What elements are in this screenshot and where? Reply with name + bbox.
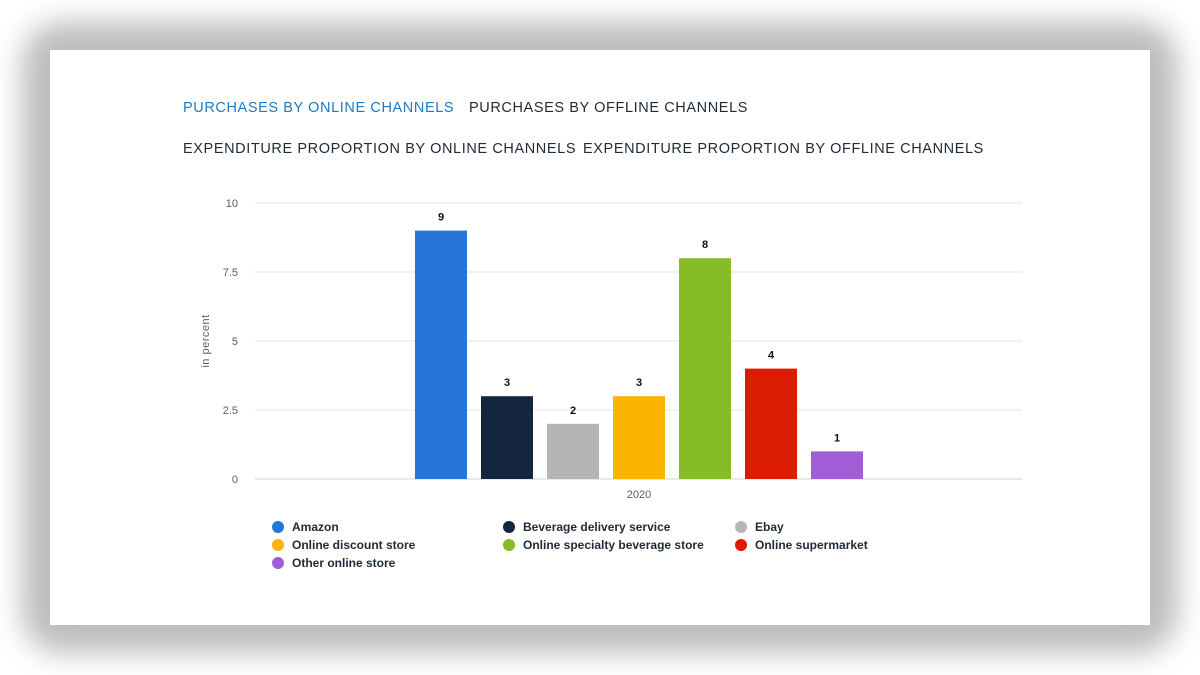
y-tick-label: 7.5 [223,267,238,279]
bar-other-online-store [811,451,863,479]
legend-item[interactable]: Online specialty beverage store [503,538,704,552]
y-tick-label: 5 [232,336,238,348]
legend-label: Amazon [292,520,339,534]
data-label: 8 [702,239,708,251]
legend-marker [272,539,284,551]
x-tick-label: 2020 [627,489,651,501]
bar-amazon [415,230,467,479]
y-tick-label: 2.5 [223,405,238,417]
legend-item[interactable]: Online supermarket [735,538,868,552]
legend-label: Ebay [755,520,784,534]
data-label: 4 [768,350,775,362]
legend-item[interactable]: Online discount store [272,538,415,552]
bar-online-supermarket [745,368,797,479]
legend-item[interactable]: Amazon [272,520,339,534]
chart-area: 0 2.5 5 7.5 10 in percent 9 3 2 3 8 4 1 2020 [50,50,1150,625]
legend-marker [503,521,515,533]
legend-marker [503,539,515,551]
legend-marker [272,557,284,569]
legend-label: Online supermarket [755,538,868,552]
legend-label: Other online store [292,556,396,570]
legend-item[interactable]: Other online store [272,556,395,570]
tab-expenditure-offline[interactable]: EXPENDITURE PROPORTION BY OFFLINE CHANNE… [583,141,984,157]
legend-marker [735,521,747,533]
y-axis-label: in percent [200,314,212,367]
chart-legend: Amazon Beverage delivery service Ebay Onlin… [272,520,972,580]
bar-ebay [547,423,599,479]
legend-label: Online discount store [292,538,416,552]
data-label: 2 [570,405,576,417]
legend-label: Beverage delivery service [523,520,671,534]
data-label: 9 [438,212,444,224]
tab-expenditure-online[interactable]: EXPENDITURE PROPORTION BY ONLINE CHANNEL… [183,141,577,157]
tab-purchases-offline[interactable]: PURCHASES BY OFFLINE CHANNELS [469,100,749,116]
legend-item[interactable]: Ebay [735,520,784,534]
chart-card: PURCHASES BY ONLINE CHANNELS PURCHASES B… [50,50,1150,625]
legend-label: Online specialty beverage store [523,538,704,552]
bar-online-specialty-beverage-store [679,258,731,479]
y-tick-label: 10 [226,198,238,210]
tab-purchases-online[interactable]: PURCHASES BY ONLINE CHANNELS [183,100,455,116]
bar-online-discount-store [613,396,665,479]
bar-chart: 0 2.5 5 7.5 10 in percent 9 3 2 3 8 4 1 2020 [200,198,1022,501]
y-tick-label: 0 [232,474,238,486]
data-label: 3 [504,377,510,389]
data-label: 1 [834,432,840,444]
bar-beverage-delivery-service [481,396,533,479]
legend-marker [735,539,747,551]
legend-item[interactable]: Beverage delivery service [503,520,670,534]
data-label: 3 [636,377,642,389]
legend-marker [272,521,284,533]
